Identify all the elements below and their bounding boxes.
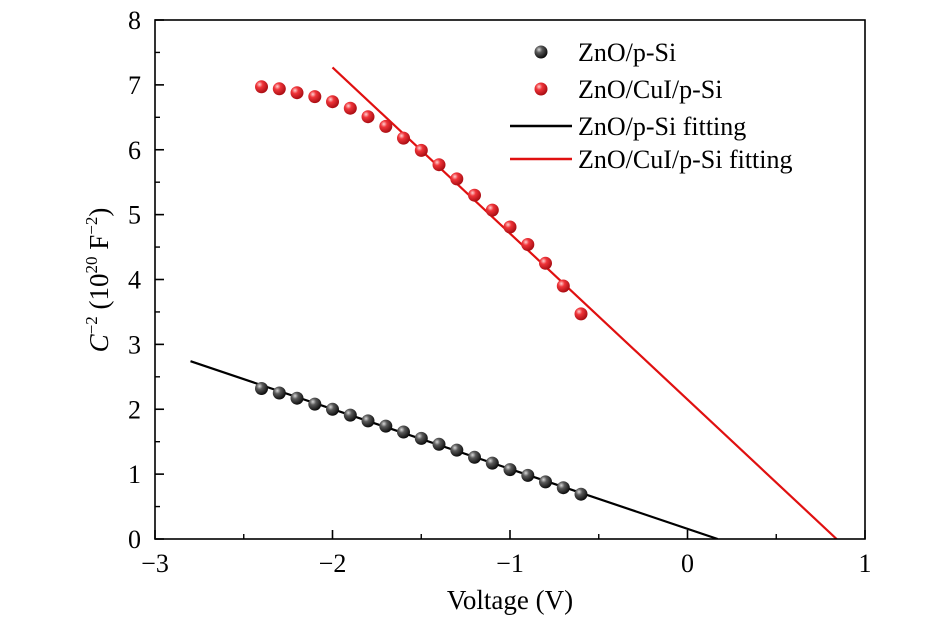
point-zno-cui-p-si-1 bbox=[272, 82, 286, 96]
y-axis-label-unit-main: F bbox=[84, 235, 114, 257]
legend-label-zno-cui-psi: ZnO/CuI/p-Si bbox=[578, 75, 722, 104]
y-tick-label: 4 bbox=[128, 266, 141, 295]
y-axis-label-unit-exp2: −2 bbox=[82, 217, 101, 235]
y-tick-label: 0 bbox=[128, 525, 141, 554]
point-zno-p-si-0 bbox=[255, 382, 268, 395]
point-zno-cui-p-si-9 bbox=[414, 143, 428, 157]
point-zno-p-si-16 bbox=[539, 475, 552, 489]
y-axis: 0 1 2 3 4 5 6 7 8 bbox=[128, 6, 164, 554]
point-zno-cui-p-si-11 bbox=[450, 172, 464, 186]
point-zno-cui-p-si-10 bbox=[432, 158, 446, 172]
point-zno-cui-p-si-2 bbox=[290, 86, 304, 100]
point-zno-p-si-7 bbox=[379, 419, 393, 433]
y-tick-label: 8 bbox=[128, 6, 141, 35]
y-axis-label: C−2 (1020 F−2) bbox=[82, 208, 114, 353]
y-tick-label: 6 bbox=[128, 136, 141, 165]
y-axis-label-unit-prefix: (10 bbox=[84, 274, 114, 317]
data-points bbox=[255, 80, 588, 501]
y-tick-label: 2 bbox=[128, 395, 141, 424]
legend-label-zno-cui-psi-fit: ZnO/CuI/p-Si fitting bbox=[578, 145, 793, 174]
plot-frame bbox=[154, 19, 866, 540]
y-axis-label-base-exp: −2 bbox=[82, 316, 101, 334]
point-zno-p-si-9 bbox=[414, 431, 428, 445]
point-zno-p-si-1 bbox=[272, 386, 286, 400]
point-zno-cui-p-si-3 bbox=[308, 90, 322, 104]
point-zno-p-si-2 bbox=[290, 391, 304, 405]
point-zno-p-si-13 bbox=[485, 456, 499, 470]
y-tick-label: 7 bbox=[128, 71, 141, 100]
y-axis-label-base: C bbox=[84, 333, 114, 352]
y-axis-label-close: ) bbox=[84, 208, 114, 217]
x-tick-label: −2 bbox=[319, 549, 347, 578]
point-zno-p-si-4 bbox=[326, 402, 339, 416]
point-zno-cui-p-si-0 bbox=[255, 80, 268, 94]
point-zno-p-si-14 bbox=[503, 463, 517, 477]
point-zno-p-si-5 bbox=[343, 408, 357, 422]
y-tick-label: 1 bbox=[128, 460, 141, 489]
point-zno-cui-p-si-8 bbox=[397, 131, 410, 145]
point-zno-cui-p-si-4 bbox=[326, 95, 339, 109]
y-tick-label: 5 bbox=[128, 201, 141, 230]
point-zno-cui-p-si-16 bbox=[539, 256, 552, 270]
point-zno-cui-p-si-12 bbox=[468, 188, 481, 202]
y-tick-label: 3 bbox=[128, 330, 141, 359]
point-zno-cui-p-si-15 bbox=[521, 238, 535, 251]
x-axis-label: Voltage (V) bbox=[447, 585, 573, 615]
legend-label-zno-psi: ZnO/p-Si bbox=[578, 38, 676, 67]
point-zno-cui-p-si-13 bbox=[485, 203, 499, 217]
point-zno-p-si-15 bbox=[521, 468, 535, 482]
x-tick-label: 0 bbox=[681, 549, 694, 578]
point-zno-cui-p-si-6 bbox=[361, 110, 375, 124]
point-zno-p-si-11 bbox=[450, 443, 464, 457]
point-zno-cui-p-si-17 bbox=[556, 279, 570, 293]
legend: ZnO/p-Si ZnO/CuI/p-Si ZnO/p-Si fitting Z… bbox=[510, 38, 793, 174]
point-zno-p-si-3 bbox=[308, 397, 322, 411]
x-axis: −3 −2 −1 0 1 bbox=[141, 530, 872, 578]
legend-marker-zno-psi bbox=[534, 45, 548, 59]
point-zno-p-si-6 bbox=[361, 414, 375, 428]
point-zno-cui-p-si-7 bbox=[379, 119, 393, 133]
legend-marker-zno-cui-psi bbox=[534, 82, 548, 96]
legend-label-zno-psi-fit: ZnO/p-Si fitting bbox=[578, 112, 746, 141]
point-zno-cui-p-si-5 bbox=[343, 101, 357, 115]
x-tick-label: −3 bbox=[141, 549, 169, 578]
x-tick-label: −1 bbox=[496, 549, 524, 578]
point-zno-p-si-12 bbox=[468, 450, 481, 464]
y-axis-label-unit-exp: 20 bbox=[82, 257, 101, 274]
point-zno-p-si-18 bbox=[574, 487, 588, 501]
point-zno-p-si-10 bbox=[432, 437, 446, 451]
point-zno-p-si-17 bbox=[556, 481, 570, 495]
x-tick-label: 1 bbox=[859, 549, 872, 578]
point-zno-cui-p-si-14 bbox=[503, 220, 517, 234]
point-zno-p-si-8 bbox=[397, 425, 410, 439]
point-zno-cui-p-si-18 bbox=[574, 307, 588, 321]
